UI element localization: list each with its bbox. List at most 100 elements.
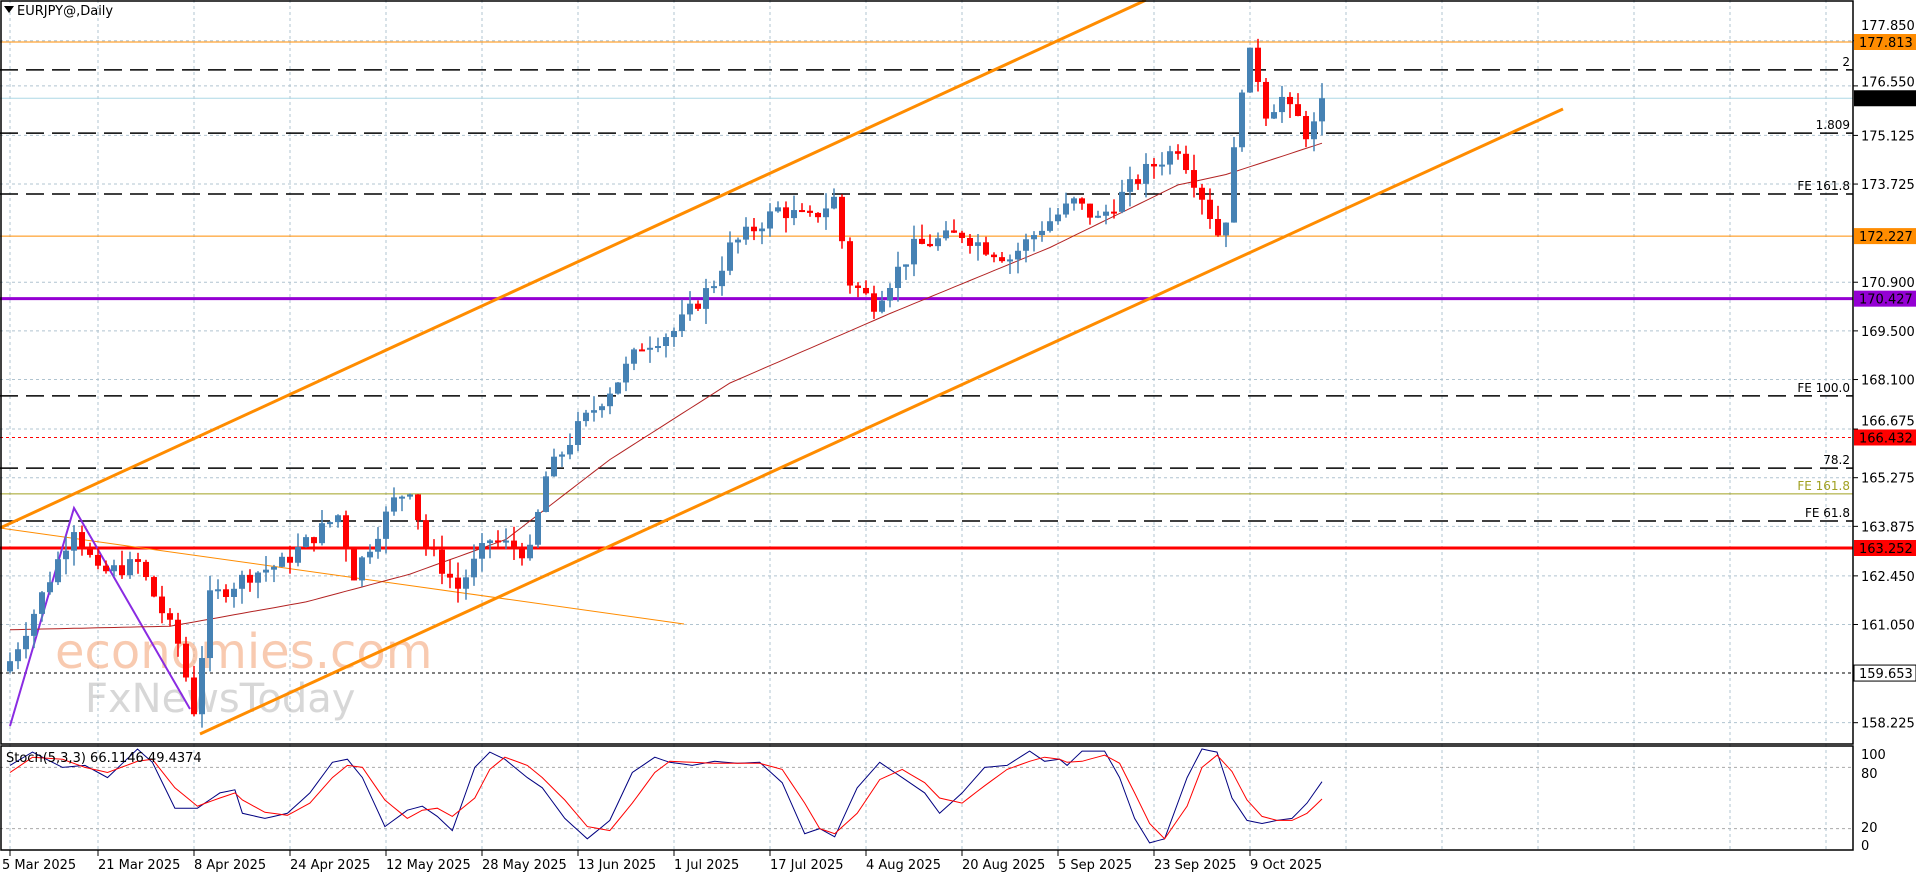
candle-body — [591, 410, 597, 413]
candle-body — [999, 257, 1005, 262]
candle-body — [919, 238, 925, 244]
candle-body — [71, 532, 77, 551]
candle-body — [159, 596, 165, 614]
candle-body — [887, 287, 893, 301]
candle-body — [311, 537, 317, 544]
candle — [711, 280, 717, 294]
candle — [1239, 89, 1245, 152]
candle-body — [1191, 170, 1197, 188]
candle — [647, 336, 653, 363]
candle-body — [1039, 230, 1045, 236]
candle — [7, 652, 13, 674]
date-axis[interactable]: 5 Mar 2025 21 Mar 2025 8 Apr 2025 24 Apr 20… — [2, 850, 1322, 873]
candle-body — [1263, 81, 1269, 119]
candle-body — [1167, 151, 1173, 165]
candle-body — [535, 511, 541, 545]
candle — [943, 221, 949, 241]
candle — [1111, 199, 1117, 219]
candles — [7, 38, 1325, 728]
candle — [1103, 204, 1109, 225]
candle-body — [943, 230, 949, 239]
candle — [191, 665, 197, 717]
candle-body — [263, 569, 269, 573]
date-tick-label: 24 Apr 2025 — [290, 858, 370, 873]
candle — [983, 236, 989, 256]
candle-body — [767, 211, 773, 229]
stochastic-frame — [0, 745, 1854, 851]
candle-body — [103, 565, 109, 572]
candle-body — [247, 574, 253, 583]
candle — [391, 487, 397, 516]
stochastic-label: Stoch(5,3,3) 66.1146 49.4374 — [6, 751, 202, 766]
candle-body — [1183, 153, 1189, 171]
price-level-tag — [1854, 290, 1916, 307]
candle-body — [671, 331, 677, 338]
fibo-expansion-zigzag[interactable] — [9, 505, 191, 727]
candle — [1255, 38, 1261, 92]
candle-body — [135, 559, 141, 562]
candle — [135, 552, 141, 574]
candle-body — [583, 412, 589, 422]
candle — [839, 194, 845, 249]
symbol-title: EURJPY@,Daily — [17, 4, 113, 19]
candle-body — [783, 207, 789, 219]
date-tick-label: 5 Sep 2025 — [1058, 858, 1132, 873]
channel-lower-line[interactable] — [199, 107, 1564, 736]
candle-body — [367, 551, 373, 558]
candle — [1095, 210, 1101, 219]
candle-body — [1143, 163, 1149, 184]
date-tick-label: 23 Sep 2025 — [1154, 858, 1236, 873]
candle — [239, 570, 245, 604]
candle-body — [1071, 198, 1077, 204]
candle-body — [823, 208, 829, 218]
candle — [95, 547, 101, 570]
candle — [927, 234, 933, 248]
candle — [1271, 104, 1277, 120]
candle-body — [1047, 221, 1053, 231]
candle-body — [799, 210, 805, 213]
candle — [1263, 77, 1269, 126]
candle-body — [599, 406, 605, 411]
fibo-level-label: FE 161.8 — [1797, 179, 1850, 193]
candle — [535, 509, 541, 548]
price-tick-label: 162.450 — [1861, 570, 1915, 585]
candle — [671, 327, 677, 347]
dropdown-triangle-icon[interactable] — [4, 6, 14, 13]
candle-body — [271, 566, 277, 570]
candle-body — [1135, 179, 1141, 184]
date-tick-label: 28 May 2025 — [482, 858, 567, 873]
price-level-tag — [1854, 539, 1916, 556]
fibo-level-label: 2 — [1842, 55, 1850, 69]
candle-body — [615, 382, 621, 394]
stochastic-level-label: 80 — [1861, 767, 1878, 782]
candle — [1087, 203, 1093, 225]
drawing-objects[interactable] — [0, 0, 1564, 736]
candle-body — [1223, 222, 1229, 236]
candle-body — [1319, 98, 1325, 122]
price-axis[interactable]: 177.850 176.550 175.125 173.725 170.900 169.5… — [1853, 19, 1916, 854]
candle — [919, 224, 925, 245]
candle-body — [303, 537, 309, 548]
candle-body — [95, 554, 101, 566]
candle-body — [951, 230, 957, 233]
date-tick-label: 21 Mar 2025 — [98, 858, 180, 873]
candle-body — [39, 592, 45, 614]
candle — [775, 201, 781, 213]
candle-body — [1255, 47, 1261, 82]
stochastic-level-label: 0 — [1861, 839, 1869, 854]
candle — [967, 233, 973, 254]
candle — [1015, 242, 1021, 274]
candle — [543, 471, 549, 513]
candle — [727, 231, 733, 276]
date-tick-label: 12 May 2025 — [386, 858, 471, 873]
candle-body — [1015, 250, 1021, 260]
date-tick-label: 13 Jun 2025 — [578, 858, 656, 873]
candle-body — [447, 573, 453, 578]
channel-upper-line[interactable] — [0, 0, 1147, 530]
trend-line-descending[interactable] — [0, 527, 685, 625]
candle-body — [831, 196, 837, 209]
candle-body — [639, 349, 645, 352]
candle-body — [495, 540, 501, 543]
candle — [1303, 110, 1309, 148]
